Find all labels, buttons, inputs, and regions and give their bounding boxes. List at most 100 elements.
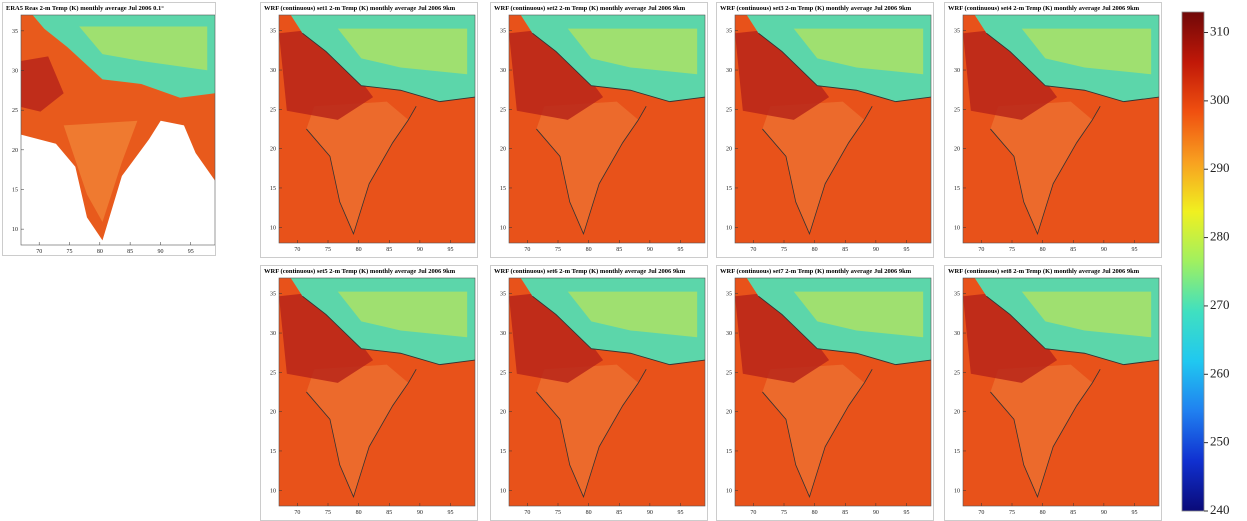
x-tick-label: 90 — [417, 247, 423, 253]
y-tick-label: 20 — [954, 410, 960, 416]
y-tick-label: 35 — [726, 29, 732, 35]
x-tick-label: 90 — [873, 247, 879, 253]
x-tick-label: 75 — [781, 247, 787, 253]
y-tick-label: 35 — [726, 292, 732, 298]
x-tick-label: 80 — [586, 247, 592, 253]
x-tick-label: 70 — [524, 247, 530, 253]
y-tick-label: 10 — [726, 225, 732, 231]
map-field — [279, 15, 475, 243]
y-tick-label: 20 — [270, 410, 276, 416]
y-tick-label: 20 — [954, 147, 960, 153]
x-tick-label: 95 — [448, 510, 454, 516]
y-tick-label: 25 — [954, 107, 960, 113]
x-tick-label: 75 — [1009, 510, 1015, 516]
y-tick-label: 15 — [270, 449, 276, 455]
colorbar-tick-label: 280 — [1210, 229, 1230, 244]
colorbar-tick-label: 300 — [1210, 92, 1230, 107]
x-tick-label: 90 — [1101, 510, 1107, 516]
y-tick-label: 20 — [726, 410, 732, 416]
y-tick-label: 25 — [500, 107, 506, 113]
x-tick-label: 75 — [555, 510, 561, 516]
x-tick-label: 80 — [356, 510, 362, 516]
map-panel: WRF (continuous) set2 2-m Temp (K) month… — [490, 2, 708, 258]
x-tick-label: 75 — [555, 247, 561, 253]
x-tick-label: 70 — [978, 510, 984, 516]
x-tick-label: 95 — [904, 247, 910, 253]
map-field — [21, 15, 215, 245]
y-tick-label: 15 — [500, 449, 506, 455]
colorbar-tick-label: 290 — [1210, 160, 1230, 175]
map-field — [963, 15, 1159, 243]
x-tick-label: 80 — [97, 249, 103, 255]
y-tick-label: 15 — [270, 186, 276, 192]
map-panel: WRF (continuous) set6 2-m Temp (K) month… — [490, 265, 708, 521]
y-tick-label: 30 — [954, 68, 960, 74]
y-tick-label: 30 — [270, 68, 276, 74]
map-field — [735, 15, 931, 243]
x-tick-label: 85 — [386, 247, 392, 253]
map: 707580859095353025201510 — [3, 3, 216, 256]
y-tick-label: 30 — [726, 331, 732, 337]
x-tick-label: 80 — [1040, 247, 1046, 253]
x-tick-label: 75 — [325, 510, 331, 516]
y-tick-label: 10 — [12, 227, 18, 233]
x-tick-label: 75 — [1009, 247, 1015, 253]
x-tick-label: 95 — [1132, 247, 1138, 253]
x-tick-label: 75 — [325, 247, 331, 253]
y-tick-label: 25 — [270, 107, 276, 113]
x-tick-label: 90 — [157, 249, 163, 255]
x-tick-label: 85 — [616, 510, 622, 516]
x-tick-label: 80 — [812, 510, 818, 516]
colorbar-tick-label: 270 — [1210, 297, 1230, 312]
y-tick-label: 20 — [500, 410, 506, 416]
y-tick-label: 30 — [270, 331, 276, 337]
x-tick-label: 90 — [647, 247, 653, 253]
map: 707580859095353025201510 — [945, 266, 1162, 521]
y-tick-label: 25 — [500, 370, 506, 376]
map-panel: ERA5 Reas 2-m Temp (K) monthly average J… — [2, 2, 216, 256]
x-tick-label: 95 — [678, 510, 684, 516]
y-tick-label: 30 — [500, 68, 506, 74]
x-tick-label: 70 — [294, 510, 300, 516]
y-tick-label: 10 — [954, 488, 960, 494]
x-tick-label: 80 — [586, 510, 592, 516]
x-tick-label: 70 — [524, 510, 530, 516]
y-tick-label: 10 — [954, 225, 960, 231]
x-tick-label: 90 — [873, 510, 879, 516]
y-tick-label: 30 — [12, 69, 18, 75]
y-tick-label: 10 — [500, 488, 506, 494]
x-tick-label: 70 — [36, 249, 42, 255]
x-tick-label: 70 — [294, 247, 300, 253]
y-tick-label: 35 — [270, 292, 276, 298]
y-tick-label: 20 — [12, 148, 18, 154]
y-tick-label: 25 — [726, 370, 732, 376]
map-panel: WRF (continuous) set8 2-m Temp (K) month… — [944, 265, 1162, 521]
y-tick-label: 35 — [954, 292, 960, 298]
colorbar-tick-label: 250 — [1210, 434, 1230, 449]
x-tick-label: 85 — [842, 247, 848, 253]
x-tick-label: 85 — [127, 249, 133, 255]
x-tick-label: 80 — [1040, 510, 1046, 516]
x-tick-label: 70 — [750, 247, 756, 253]
y-tick-label: 25 — [270, 370, 276, 376]
y-tick-label: 10 — [270, 225, 276, 231]
colorbar-ramp — [1182, 12, 1204, 511]
x-tick-label: 85 — [386, 510, 392, 516]
x-tick-label: 95 — [904, 510, 910, 516]
page: ERA5 Reas 2-m Temp (K) monthly average J… — [0, 0, 1247, 521]
x-tick-label: 85 — [1070, 247, 1076, 253]
y-tick-label: 35 — [954, 29, 960, 35]
x-tick-label: 95 — [678, 247, 684, 253]
y-tick-label: 25 — [954, 370, 960, 376]
y-tick-label: 10 — [500, 225, 506, 231]
y-tick-label: 35 — [270, 29, 276, 35]
map-field — [963, 278, 1159, 506]
y-tick-label: 30 — [726, 68, 732, 74]
map-field — [279, 278, 475, 506]
